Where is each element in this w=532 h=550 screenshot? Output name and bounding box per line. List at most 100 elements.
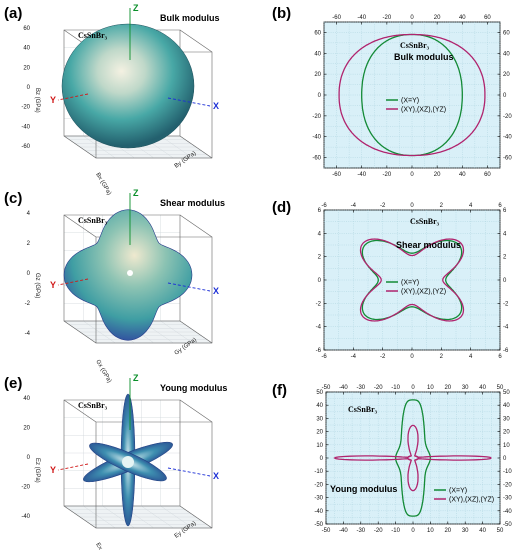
axis-arrows: Z Y X <box>50 188 219 296</box>
x-tick-top: -10 <box>391 385 400 391</box>
y-tick-left: -40 <box>312 135 321 141</box>
axis-y-line <box>57 463 89 471</box>
x-tick-top: 0 <box>410 15 414 21</box>
x-tick-top: -50 <box>322 385 331 391</box>
y-tick-right: 20 <box>503 430 510 436</box>
x-tick-bottom: 30 <box>462 528 469 534</box>
series-curve-1 <box>394 399 432 517</box>
z-tick: -20 <box>21 105 30 111</box>
z-tick: -40 <box>21 514 30 520</box>
panel-label: (e) <box>4 375 22 392</box>
x-tick-bottom: 20 <box>444 528 451 534</box>
x-tick-bottom: -6 <box>321 354 327 360</box>
x-tick-bottom: -2 <box>380 354 386 360</box>
y-tick-right: 0 <box>503 456 507 462</box>
x-tick-bottom: 0 <box>410 354 414 360</box>
y-tick-left: 0 <box>318 93 322 99</box>
z-tick: 2 <box>27 241 31 247</box>
gridlines <box>323 209 501 351</box>
axis-z-letter: Z <box>133 3 139 13</box>
legend-label: (X=Y) <box>401 98 419 105</box>
panel-3d-3: (e) Z Y X Young modulus CsSnBr₃ 40 20 0 -20 -40 Ez … <box>4 373 227 550</box>
y-tick-right: 10 <box>503 443 510 449</box>
z-tick: -40 <box>21 124 30 130</box>
axis-z-letter: Z <box>133 373 139 383</box>
x-tick-top: 10 <box>427 385 434 391</box>
y-tick-left: -6 <box>316 348 322 354</box>
tick-labels: -60 -60 -60 -60 -40 -40 -40 -40 -20 -20 -20 -20 0 0 0 0… <box>312 15 512 178</box>
panel-title: Bulk modulus <box>160 13 220 23</box>
y-tick-left: 20 <box>314 72 321 78</box>
compound-label: CsSnBr₃ <box>78 216 108 225</box>
legend: (X=Y) (XY),(XZ),(YZ) <box>386 98 446 114</box>
y-tick-left: -10 <box>314 469 323 475</box>
x-tick-bottom: 40 <box>459 172 466 178</box>
x-tick-top: 20 <box>444 385 451 391</box>
x-tick-bottom: -40 <box>357 172 366 178</box>
axis-name-x: Bx (GPa) <box>94 172 112 196</box>
y-tick-left: 50 <box>316 390 323 396</box>
x-tick-top: 0 <box>411 385 415 391</box>
x-tick-top: -20 <box>374 385 383 391</box>
compound-label: CsSnBr₃ <box>410 217 440 226</box>
x-tick-top: 2 <box>440 203 444 209</box>
x-tick-bottom: 40 <box>479 528 486 534</box>
y-tick-right: -50 <box>503 522 512 528</box>
x-tick-bottom: 60 <box>484 172 491 178</box>
x-tick-top: 40 <box>479 385 486 391</box>
panel-title: Young modulus <box>160 383 227 393</box>
x-tick-bottom: 10 <box>427 528 434 534</box>
z-tick: 40 <box>23 46 30 52</box>
series-curve-1 <box>361 239 463 321</box>
z-tick: 60 <box>23 26 30 32</box>
y-tick-right: -30 <box>503 496 512 502</box>
legend-label: (XY),(XZ),(YZ) <box>401 107 446 114</box>
x-tick-bottom: -20 <box>374 528 383 534</box>
series-curve-2 <box>333 424 492 492</box>
y-tick-right: 50 <box>503 390 510 396</box>
x-tick-top: 6 <box>498 203 502 209</box>
x-tick-bottom: -4 <box>351 354 357 360</box>
x-tick-bottom: 0 <box>410 172 414 178</box>
z-tick: -2 <box>25 301 31 307</box>
x-tick-top: 60 <box>484 15 491 21</box>
tick-labels: -50-50-50 -50-40-40-40 -40-30-30-30 -30-20-… <box>314 385 512 534</box>
x-tick-bottom: -40 <box>339 528 348 534</box>
y-tick-right: -40 <box>503 135 512 141</box>
y-tick-right: -2 <box>503 301 509 307</box>
z-tick: 40 <box>23 396 30 402</box>
z-tick-labels: 60 40 20 0 -20 -40 -60 <box>21 26 30 150</box>
legend-label: (XY),(XZ),(YZ) <box>449 497 494 504</box>
y-tick-left: 40 <box>314 51 321 57</box>
z-tick: 20 <box>23 426 30 432</box>
x-tick-top: 0 <box>410 203 414 209</box>
axis-y-line <box>57 93 89 101</box>
y-tick-left: -2 <box>316 301 322 307</box>
axis-z-letter: Z <box>133 188 139 198</box>
chart-3: (f)-50-50-50 -50-40-40-40 -40-30-30-30 -30-… <box>272 382 512 534</box>
gridlines <box>325 391 501 525</box>
series-curve-2 <box>338 33 486 157</box>
gridlines <box>323 21 501 169</box>
x-tick-top: 4 <box>469 203 473 209</box>
x-tick-top: -40 <box>357 15 366 21</box>
axis-y-letter: Y <box>50 280 56 290</box>
y-tick-right: -60 <box>503 156 512 162</box>
x-tick-top: -30 <box>356 385 365 391</box>
axis-x-letter: X <box>213 101 219 111</box>
x-tick-bottom: -20 <box>383 172 392 178</box>
x-tick-top: -4 <box>351 203 357 209</box>
chart-title: Young modulus <box>330 484 397 494</box>
z-tick: 0 <box>27 85 31 91</box>
x-tick-top: 50 <box>497 385 504 391</box>
panel-3d-1: (a) Z Y X Bulk modulus CsSnBr₃ 60 40 20 0 -20 -40 -6… <box>4 3 220 196</box>
y-tick-left: 60 <box>314 30 321 36</box>
z-tick-labels: 40 20 0 -20 -40 <box>21 396 30 520</box>
axis-y-letter: Y <box>50 465 56 475</box>
series-curve-1 <box>361 33 463 157</box>
axis-name-z: Ez (GPa) <box>34 458 40 483</box>
y-tick-right: 30 <box>503 416 510 422</box>
panel-label: (f) <box>272 382 287 399</box>
